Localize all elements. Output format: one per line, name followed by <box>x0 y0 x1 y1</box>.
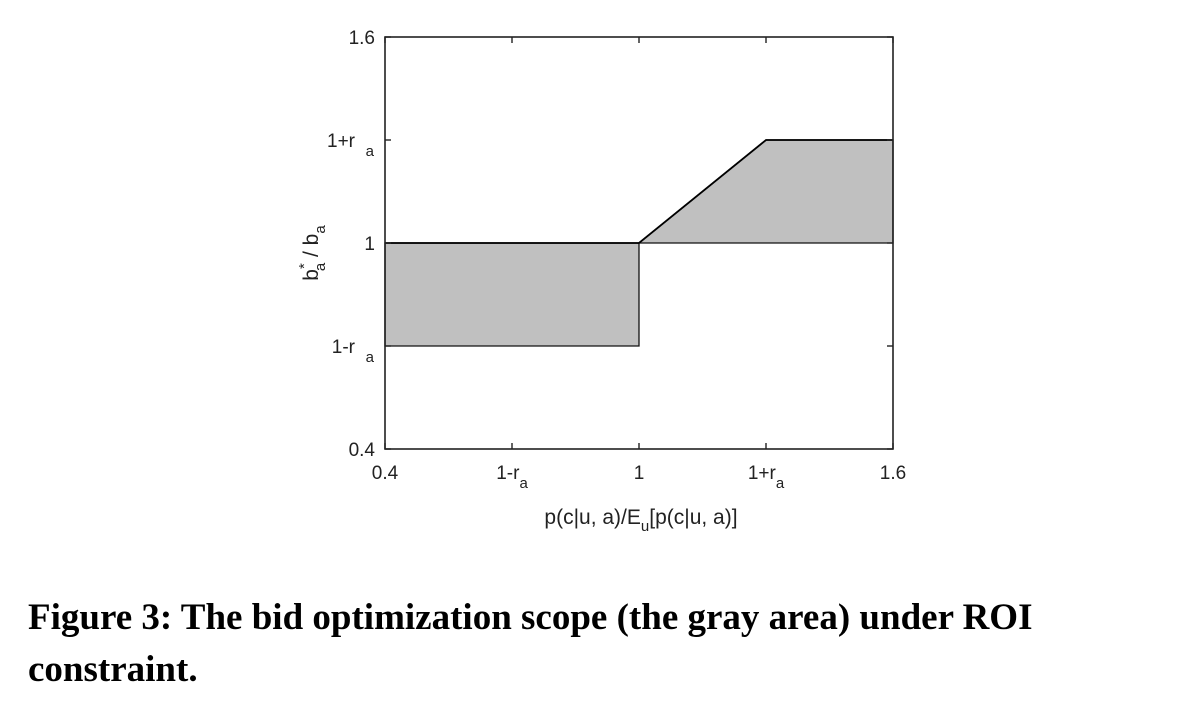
y-axis-label: b*a / ba <box>296 225 329 281</box>
x-axis-label-main: p(c|u, a)/E <box>544 506 641 529</box>
lines-layer <box>385 139 893 244</box>
y-tick-label-3: 1+r a <box>327 131 375 160</box>
y-axis-label-b: b <box>300 269 323 281</box>
x-axis-label-rest: [p(c|u, a)] <box>649 506 737 529</box>
y-axis-label-star: * <box>296 263 313 269</box>
y-tick-label-1: 1-r a <box>332 337 375 366</box>
y-tick-label-2: 1 <box>364 234 375 255</box>
figure-caption: Figure 3: The bid optimization scope (th… <box>28 597 1033 690</box>
x-tick-label-4: 1.6 <box>880 463 906 484</box>
y-tick-label-0: 0.4 <box>349 440 376 461</box>
y-axis-label-sub-a: a <box>312 262 329 271</box>
regions-layer <box>384 139 894 347</box>
x-tick-label-0: 0.4 <box>372 463 399 484</box>
x-axis-label-sub: u <box>641 518 649 535</box>
x-tick-label-2: 1 <box>634 463 645 484</box>
lower-region <box>384 242 640 347</box>
y-tick-label-4: 1.6 <box>349 28 375 49</box>
x-tick-label-3: 1+ra <box>748 463 785 492</box>
upper-boundary-line <box>385 139 893 244</box>
y-axis-label-mid: / b <box>300 234 323 263</box>
x-tick-label-1: 1-ra <box>496 463 528 492</box>
y-axis-label-sub-a2: a <box>312 225 329 234</box>
ticks-layer: 0.4 1-ra 1 1+ra 1.6 0.4 1-r a 1 1+r a 1.6 <box>327 28 906 492</box>
upper-region <box>637 139 894 244</box>
x-axis-label: p(c|u, a)/Eu[p(c|u, a)] <box>544 506 737 535</box>
